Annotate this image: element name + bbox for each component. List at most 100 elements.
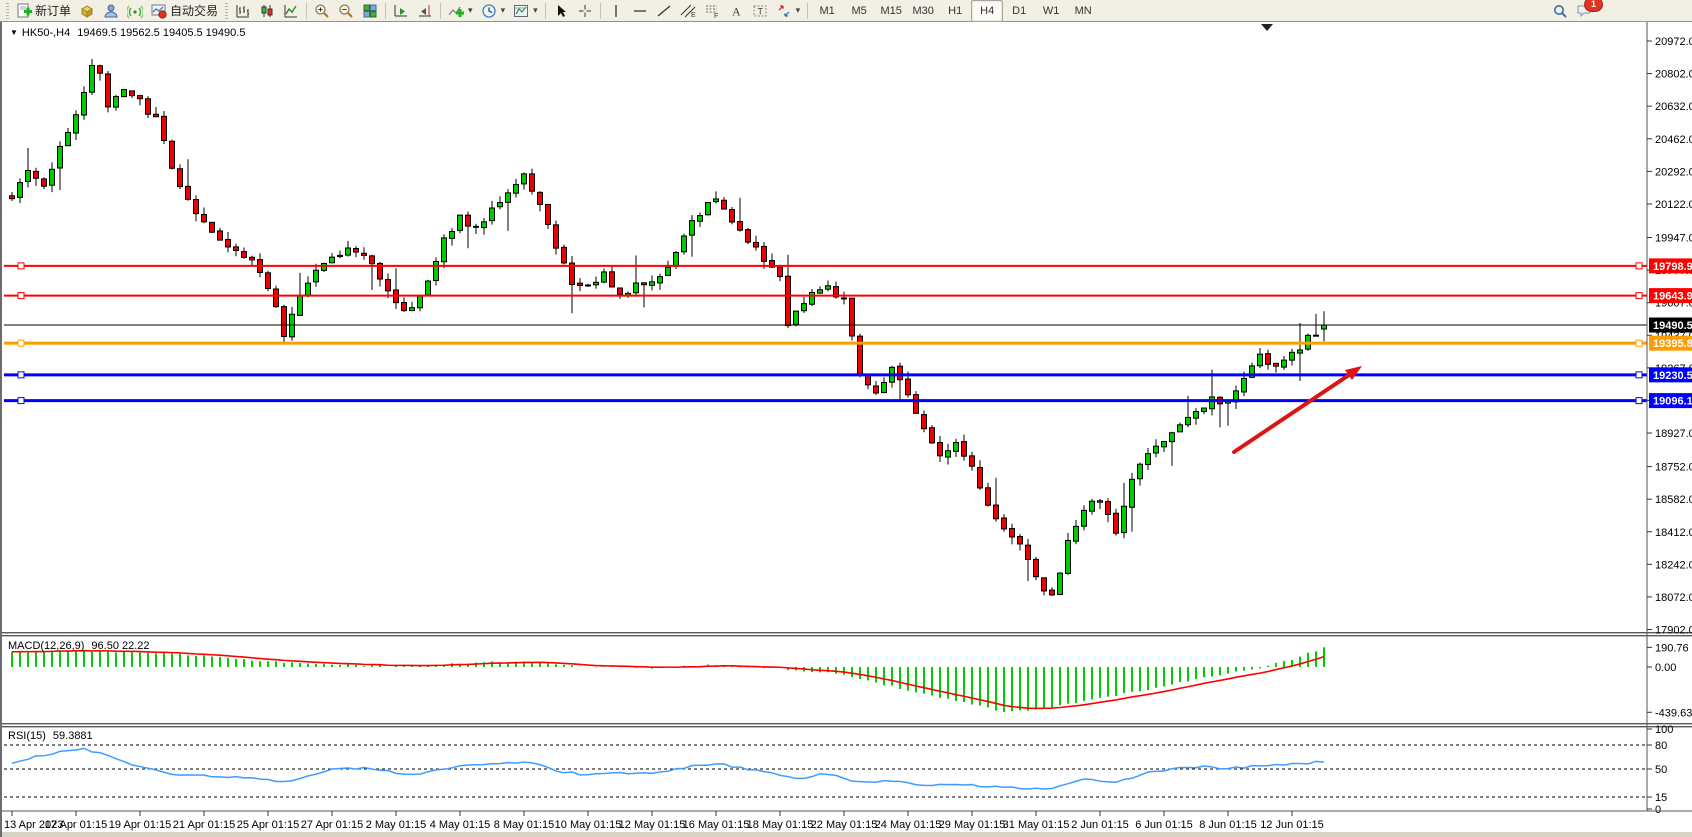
crosshair-button[interactable] xyxy=(573,0,597,22)
price-tick-label: 18582.0 xyxy=(1655,494,1692,506)
timeframe-MN[interactable]: MN xyxy=(1074,4,1092,17)
candle xyxy=(1025,544,1031,560)
line-handle[interactable] xyxy=(1635,262,1643,270)
horizontal-line-19096.1[interactable] xyxy=(4,397,1647,405)
candle xyxy=(329,256,335,264)
horizontal-line-19230.5[interactable] xyxy=(4,371,1647,379)
candlestick-chart-button[interactable] xyxy=(255,0,279,22)
tile-windows-button[interactable] xyxy=(358,0,382,22)
candle xyxy=(1145,453,1151,465)
candle xyxy=(25,169,31,182)
templates-button[interactable]: ▾ xyxy=(509,0,542,22)
rsi-scale-label: 50 xyxy=(1655,764,1667,776)
line-handle[interactable] xyxy=(17,397,25,405)
timeframe-D1[interactable]: D1 xyxy=(1012,4,1027,17)
line-handle[interactable] xyxy=(17,262,25,270)
vertical-line-button[interactable] xyxy=(604,0,628,22)
pane-separator[interactable] xyxy=(2,723,1692,725)
templates-icon xyxy=(514,4,529,17)
line-handle[interactable] xyxy=(1635,371,1643,379)
timeframe-M5[interactable]: M5 xyxy=(851,4,867,17)
signals-button[interactable] xyxy=(123,0,147,22)
candle xyxy=(1297,349,1303,354)
horizontal-line-button[interactable] xyxy=(628,0,652,22)
timeframe-H1[interactable]: H1 xyxy=(948,4,963,17)
chart-shift-button[interactable] xyxy=(413,0,437,22)
horizontal-line-19643.9[interactable] xyxy=(4,292,1647,300)
bar-chart-button[interactable] xyxy=(231,0,255,22)
autotrading-button[interactable]: 自动交易 xyxy=(147,0,222,22)
timeframe-M30[interactable]: M30 xyxy=(912,4,934,17)
arrows-button[interactable]: ▾ xyxy=(772,0,805,22)
line-chart-button[interactable] xyxy=(279,0,303,22)
candle xyxy=(1193,411,1199,419)
candle xyxy=(281,306,287,337)
timeframe-M1[interactable]: M1 xyxy=(819,4,835,17)
new-order-button[interactable]: 新订单 xyxy=(12,0,75,22)
tile-windows-icon xyxy=(363,4,377,17)
chevron-down-icon: ▾ xyxy=(468,5,473,15)
indicators-button[interactable]: ▾ xyxy=(444,0,477,22)
line-handle[interactable] xyxy=(17,339,25,347)
price-chart[interactable]: 20972.0 20802.0 20632.0 20462.0 20292.0 20122… xyxy=(2,22,1692,837)
zoom-in-button[interactable] xyxy=(310,0,334,22)
candle xyxy=(873,385,879,394)
periods-button[interactable]: ▾ xyxy=(477,0,510,22)
chat-button[interactable]: 1 xyxy=(1572,0,1603,22)
label-button[interactable]: T xyxy=(748,0,772,22)
text-button[interactable]: A xyxy=(724,0,748,22)
trend-arrow[interactable] xyxy=(1232,366,1362,454)
channel-button[interactable]: E xyxy=(676,0,700,22)
line-handle[interactable] xyxy=(1635,397,1643,405)
svg-text:19230.5: 19230.5 xyxy=(1653,370,1692,382)
candle xyxy=(1089,500,1095,512)
candle xyxy=(145,98,151,115)
auto-scroll-button[interactable] xyxy=(389,0,413,22)
candle xyxy=(1137,463,1143,480)
community-button[interactable] xyxy=(99,0,123,22)
candle xyxy=(417,295,423,309)
trendline-button[interactable] xyxy=(652,0,676,22)
collapse-ohlc-icon[interactable]: ▼ xyxy=(10,28,18,37)
cursor-button[interactable] xyxy=(549,0,573,22)
candle xyxy=(1201,407,1207,412)
candle xyxy=(121,89,127,98)
candle xyxy=(1065,539,1071,574)
timeframe-H4[interactable]: H4 xyxy=(971,0,1004,22)
macd-label: MACD(12,26,9) 96.50 22.22 xyxy=(8,640,150,652)
candle xyxy=(1001,517,1007,530)
svg-text:19643.9: 19643.9 xyxy=(1653,291,1692,303)
candle xyxy=(193,199,199,215)
candle xyxy=(985,487,991,506)
chart-shift-marker[interactable] xyxy=(1261,24,1273,31)
fibonacci-button[interactable]: F xyxy=(700,0,724,22)
fibonacci-icon: F xyxy=(705,5,718,19)
price-tick-label: 18072.0 xyxy=(1655,592,1692,604)
zoom-out-button[interactable] xyxy=(334,0,358,22)
pane-separator[interactable] xyxy=(2,635,1692,637)
price-axis[interactable]: 20972.0 20802.0 20632.0 20462.0 20292.0 20122… xyxy=(1646,22,1692,816)
line-handle[interactable] xyxy=(17,292,25,300)
candle xyxy=(1289,351,1295,361)
bar-chart-icon xyxy=(236,4,250,17)
timeframe-M15[interactable]: M15 xyxy=(880,4,902,17)
line-handle[interactable] xyxy=(1635,292,1643,300)
pane-separator[interactable] xyxy=(2,632,1692,634)
vertical-line-icon xyxy=(614,4,617,17)
line-handle[interactable] xyxy=(17,371,25,379)
candle xyxy=(1009,527,1015,538)
timeframe-W1[interactable]: W1 xyxy=(1042,4,1060,17)
candle xyxy=(553,224,559,249)
line-handle[interactable] xyxy=(1635,339,1643,347)
market-watch-button[interactable] xyxy=(75,0,99,22)
macd-signal-line xyxy=(11,649,1325,710)
candle xyxy=(1177,424,1183,433)
pane-separator[interactable] xyxy=(2,726,1692,728)
horizontal-line-19798.9[interactable] xyxy=(4,262,1647,270)
horizontal-line-19395.8[interactable] xyxy=(4,339,1647,347)
candle xyxy=(49,168,55,186)
candle xyxy=(905,378,911,396)
price-tick-label: 20802.0 xyxy=(1655,69,1692,81)
search-button[interactable] xyxy=(1548,0,1572,22)
